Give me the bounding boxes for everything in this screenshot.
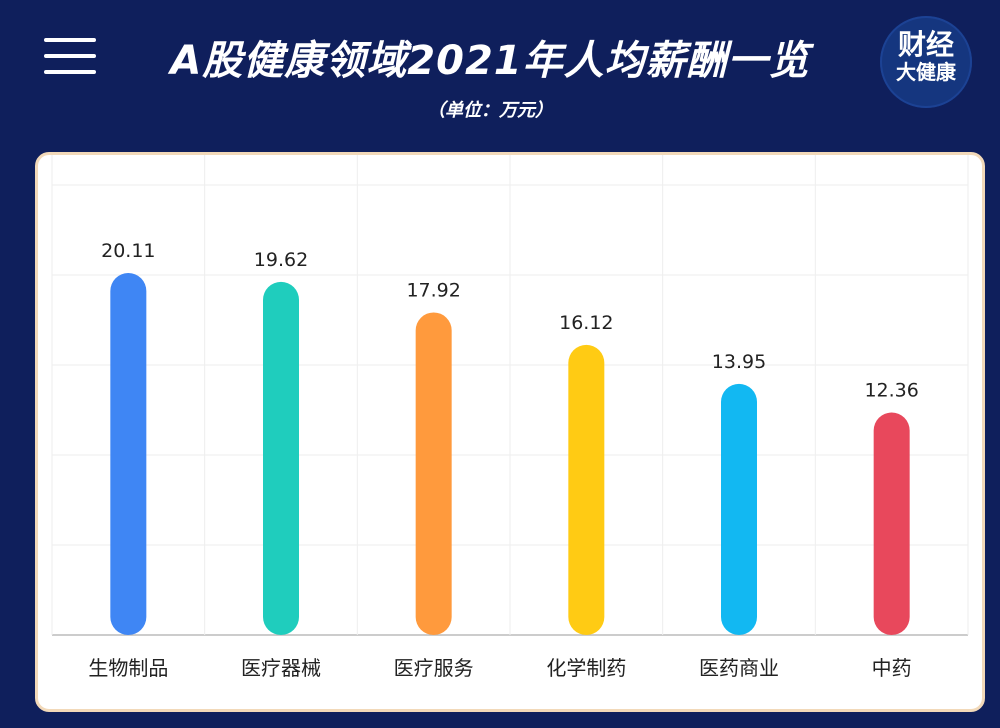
logo-line2: 大健康 bbox=[896, 60, 956, 84]
category-label: 医疗服务 bbox=[394, 656, 474, 680]
data-label: 12.36 bbox=[864, 380, 918, 402]
data-label: 16.12 bbox=[559, 312, 613, 334]
bar-chart: 20.11 生物制品 19.62 医疗器械 17.92 医疗服务 16.12 化学制药 13.9… bbox=[51, 155, 969, 680]
category-label: 生物制品 bbox=[88, 656, 168, 680]
bar bbox=[263, 281, 299, 635]
menu-icon[interactable] bbox=[44, 38, 96, 78]
menu-icon-line bbox=[44, 54, 96, 58]
data-label: 19.62 bbox=[254, 249, 308, 271]
chart-panel: 20.11 生物制品 19.62 医疗器械 17.92 医疗服务 16.12 化学制药 13.9… bbox=[35, 152, 985, 712]
bar bbox=[568, 344, 605, 635]
brand-logo: 财经 大健康 bbox=[880, 16, 972, 108]
category-label: 化学制药 bbox=[546, 656, 626, 680]
bar bbox=[721, 383, 757, 635]
bar bbox=[110, 273, 147, 635]
chart-subtitle: （单位：万元） bbox=[427, 100, 553, 121]
data-label: 17.92 bbox=[406, 279, 460, 301]
bar bbox=[873, 412, 910, 635]
category-label: 医药商业 bbox=[699, 656, 779, 680]
chart-title: A股健康领域2021年人均薪酬一览 bbox=[170, 38, 810, 84]
category-label: 医疗器械 bbox=[241, 656, 321, 680]
menu-icon-line bbox=[44, 38, 96, 42]
data-label: 13.95 bbox=[712, 351, 766, 373]
menu-icon-line bbox=[44, 70, 96, 74]
category-label: 中药 bbox=[872, 656, 912, 680]
data-label: 20.11 bbox=[101, 240, 155, 262]
logo-line1: 财经 bbox=[897, 28, 954, 61]
bar bbox=[415, 312, 452, 635]
